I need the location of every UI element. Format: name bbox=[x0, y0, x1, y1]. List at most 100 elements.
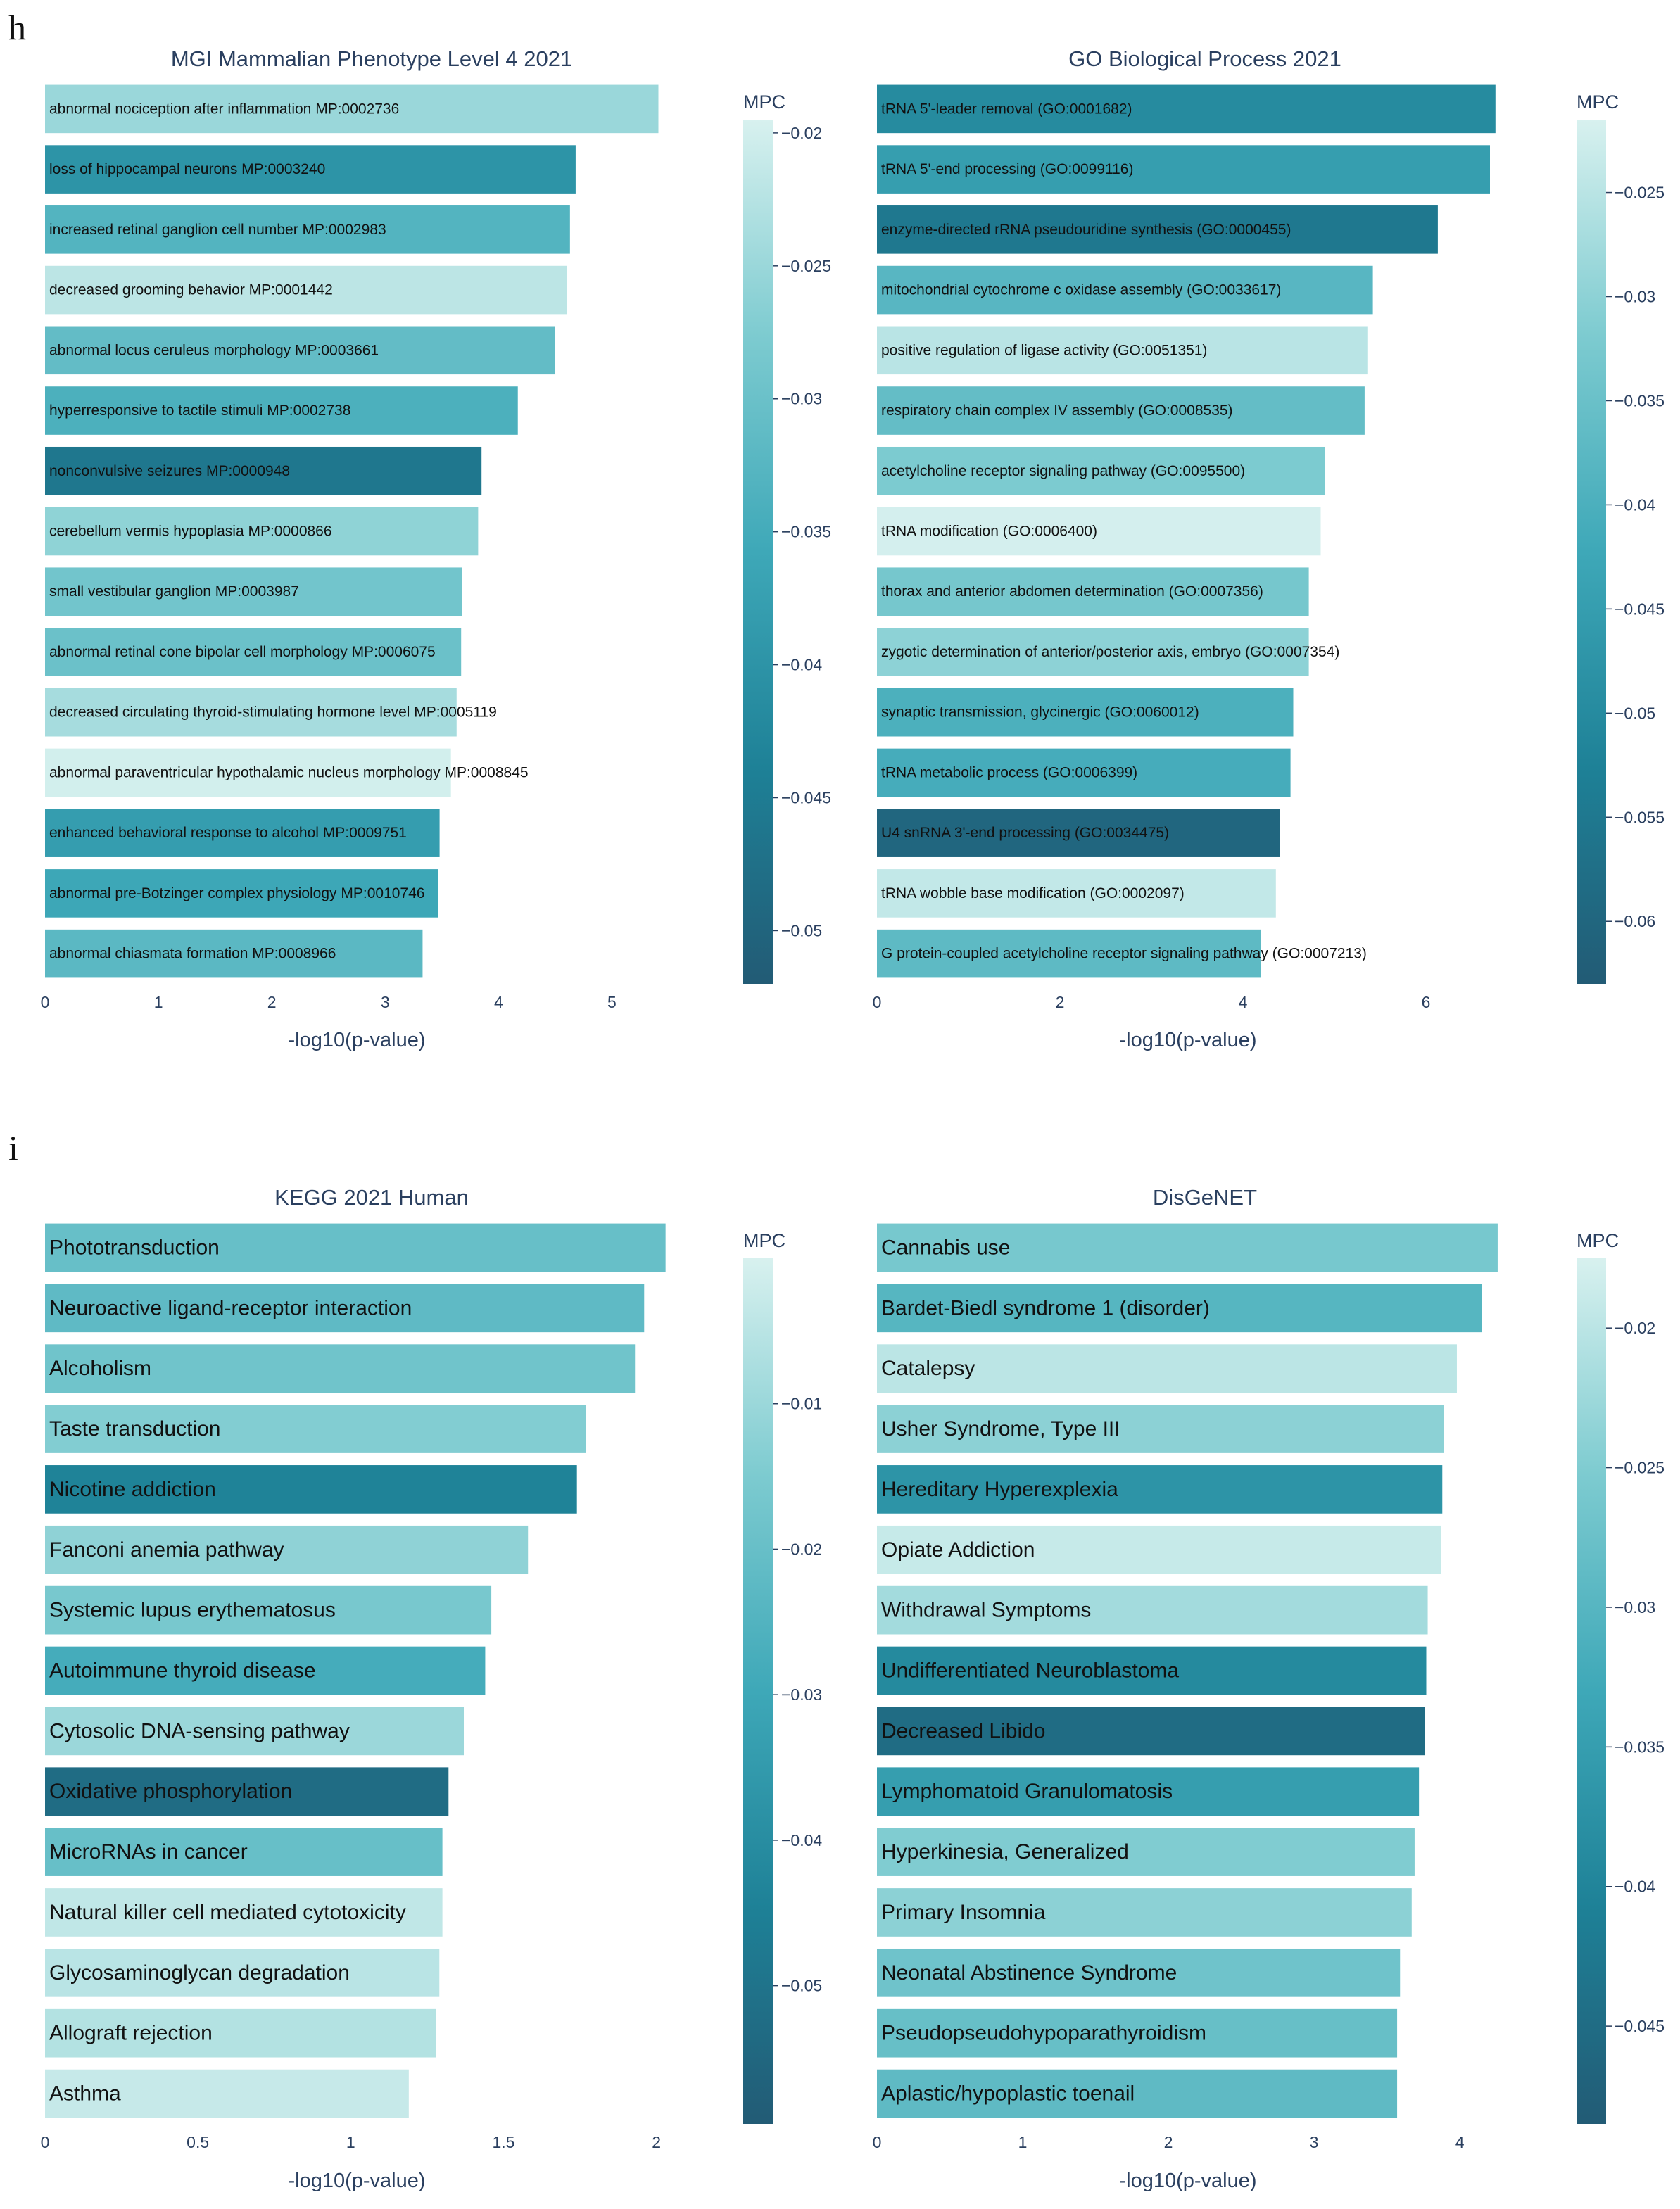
bar bbox=[45, 1828, 443, 1876]
x-tick-label: 2 bbox=[267, 993, 277, 1011]
bar-label: Natural killer cell mediated cytotoxicit… bbox=[49, 1901, 406, 1924]
bar-label: loss of hippocampal neurons MP:0003240 bbox=[49, 161, 325, 177]
bar-label: Undifferentiated Neuroblastoma bbox=[881, 1659, 1179, 1683]
bar-label: Neuroactive ligand-receptor interaction bbox=[49, 1296, 412, 1319]
bar bbox=[45, 265, 567, 315]
bar bbox=[45, 84, 659, 134]
bar-label: Usher Syndrome, Type III bbox=[881, 1417, 1120, 1441]
bar-label: Withdrawal Symptoms bbox=[881, 1599, 1091, 1622]
colorbar-tick-label: −0.045 bbox=[1615, 600, 1665, 618]
bar-label: tRNA 5'-leader removal (GO:0001682) bbox=[881, 101, 1132, 117]
chart-title: DisGeNET bbox=[1153, 1185, 1257, 1210]
bar bbox=[877, 145, 1490, 194]
bar bbox=[877, 1828, 1415, 1876]
bar-label: abnormal pre-Botzinger complex physiolog… bbox=[49, 885, 424, 901]
bar bbox=[877, 265, 1373, 315]
bar bbox=[877, 567, 1309, 616]
x-tick-label: 4 bbox=[494, 993, 503, 1011]
bar bbox=[45, 869, 438, 918]
bar bbox=[45, 748, 451, 797]
bar bbox=[877, 1948, 1401, 1997]
bar bbox=[45, 1707, 465, 1756]
bar bbox=[877, 507, 1321, 556]
bar-label: tRNA wobble base modification (GO:000209… bbox=[881, 885, 1185, 901]
colorbar-tick-label: −0.025 bbox=[1615, 1459, 1665, 1477]
bar bbox=[877, 386, 1365, 435]
colorbar-tick-label: −0.025 bbox=[781, 257, 831, 275]
x-tick-label: 0 bbox=[41, 2133, 50, 2151]
bar-label: Pseudopseudohypoparathyroidism bbox=[881, 2022, 1206, 2045]
bar bbox=[877, 1585, 1428, 1635]
colorbar-tick-label: −0.02 bbox=[781, 124, 822, 142]
bar-label: Glycosaminoglycan degradation bbox=[49, 1961, 350, 1985]
x-tick-label: 2 bbox=[1056, 993, 1065, 1011]
bar bbox=[45, 688, 457, 737]
x-tick-label: 4 bbox=[1239, 993, 1248, 1011]
bar-label: abnormal retinal cone bipolar cell morph… bbox=[49, 644, 436, 660]
chart-title: GO Biological Process 2021 bbox=[1068, 46, 1341, 71]
bar-label: decreased circulating thyroid-stimulatin… bbox=[49, 704, 497, 721]
bar-label: thorax and anterior abdomen determinatio… bbox=[881, 583, 1263, 600]
bar bbox=[45, 809, 440, 857]
bar-label: decreased grooming behavior MP:0001442 bbox=[49, 282, 333, 298]
x-tick-label: 2 bbox=[1164, 2133, 1173, 2151]
bar-label: acetylcholine receptor signaling pathway… bbox=[881, 463, 1245, 479]
bar bbox=[45, 567, 462, 616]
x-tick-label: 6 bbox=[1422, 993, 1431, 1011]
colorbar bbox=[1577, 1258, 1606, 2124]
bar-label: Hyperkinesia, Generalized bbox=[881, 1840, 1129, 1863]
bar-label: Catalepsy bbox=[881, 1357, 975, 1380]
bar-label: Asthma bbox=[49, 2082, 121, 2106]
colorbar bbox=[1577, 120, 1606, 984]
chart-mgi-phenotype: MGI Mammalian Phenotype Level 4 2021 abno… bbox=[41, 46, 831, 1051]
bar-label: Nicotine addiction bbox=[49, 1478, 216, 1501]
bar-label: nonconvulsive seizures MP:0000948 bbox=[49, 463, 290, 479]
colorbar-tick-label: −0.035 bbox=[781, 523, 831, 541]
colorbar-tick-label: −0.03 bbox=[781, 390, 822, 408]
bar-label: Taste transduction bbox=[49, 1417, 220, 1441]
bar bbox=[45, 1223, 666, 1272]
x-axis-label: -log10(p-value) bbox=[288, 1029, 425, 1051]
bar bbox=[877, 628, 1309, 676]
bar-label: MicroRNAs in cancer bbox=[49, 1840, 248, 1863]
x-tick-label: 0.5 bbox=[187, 2133, 209, 2151]
colorbar-tick-label: −0.04 bbox=[1615, 1878, 1655, 1896]
bar bbox=[877, 1465, 1443, 1514]
colorbar bbox=[743, 120, 773, 984]
x-tick-label: 3 bbox=[1310, 2133, 1319, 2151]
chart-go-biological-process: GO Biological Process 2021 tRNA 5'-leader… bbox=[873, 46, 1665, 1051]
x-tick-label: 0 bbox=[41, 993, 50, 1011]
bar-label: tRNA metabolic process (GO:0006399) bbox=[881, 764, 1137, 780]
x-tick-label: 4 bbox=[1455, 2133, 1465, 2151]
bar-label: Cytosolic DNA-sensing pathway bbox=[49, 1719, 350, 1742]
colorbar-tick-label: −0.02 bbox=[781, 1540, 822, 1558]
panel-letter-i: i bbox=[8, 1128, 18, 1167]
colorbar-tick-label: −0.02 bbox=[1615, 1319, 1655, 1337]
bar bbox=[45, 1405, 586, 1453]
bar bbox=[45, 1767, 449, 1816]
bar bbox=[45, 1585, 492, 1635]
x-tick-label: 5 bbox=[607, 993, 617, 1011]
bar-label: Alcoholism bbox=[49, 1357, 151, 1380]
colorbar-tick-label: −0.025 bbox=[1615, 184, 1665, 202]
bar bbox=[45, 507, 479, 556]
bar-label: Decreased Libido bbox=[881, 1719, 1045, 1742]
bar-label: U4 snRNA 3'-end processing (GO:0034475) bbox=[881, 825, 1169, 841]
bar-label: Primary Insomnia bbox=[881, 1901, 1046, 1924]
bar bbox=[877, 809, 1280, 857]
bar bbox=[45, 386, 518, 435]
chart-kegg-human: KEGG 2021 Human Phototransduction Neuroact… bbox=[41, 1185, 823, 2192]
bar bbox=[45, 145, 576, 194]
bar bbox=[45, 1888, 443, 1937]
colorbar-tick-label: −0.04 bbox=[1615, 495, 1655, 514]
x-axis-label: -log10(p-value) bbox=[288, 2170, 425, 2192]
x-tick-label: 1.5 bbox=[492, 2133, 514, 2151]
bar bbox=[877, 1405, 1444, 1453]
bar-label: mitochondrial cytochrome c oxidase assem… bbox=[881, 282, 1281, 298]
bar bbox=[45, 929, 423, 978]
bar-label: small vestibular ganglion MP:0003987 bbox=[49, 583, 299, 600]
bar-label: synaptic transmission, glycinergic (GO:0… bbox=[881, 704, 1199, 721]
bar bbox=[877, 1646, 1427, 1695]
bar-label: tRNA modification (GO:0006400) bbox=[881, 524, 1097, 540]
colorbar-tick-label: −0.05 bbox=[781, 921, 822, 939]
